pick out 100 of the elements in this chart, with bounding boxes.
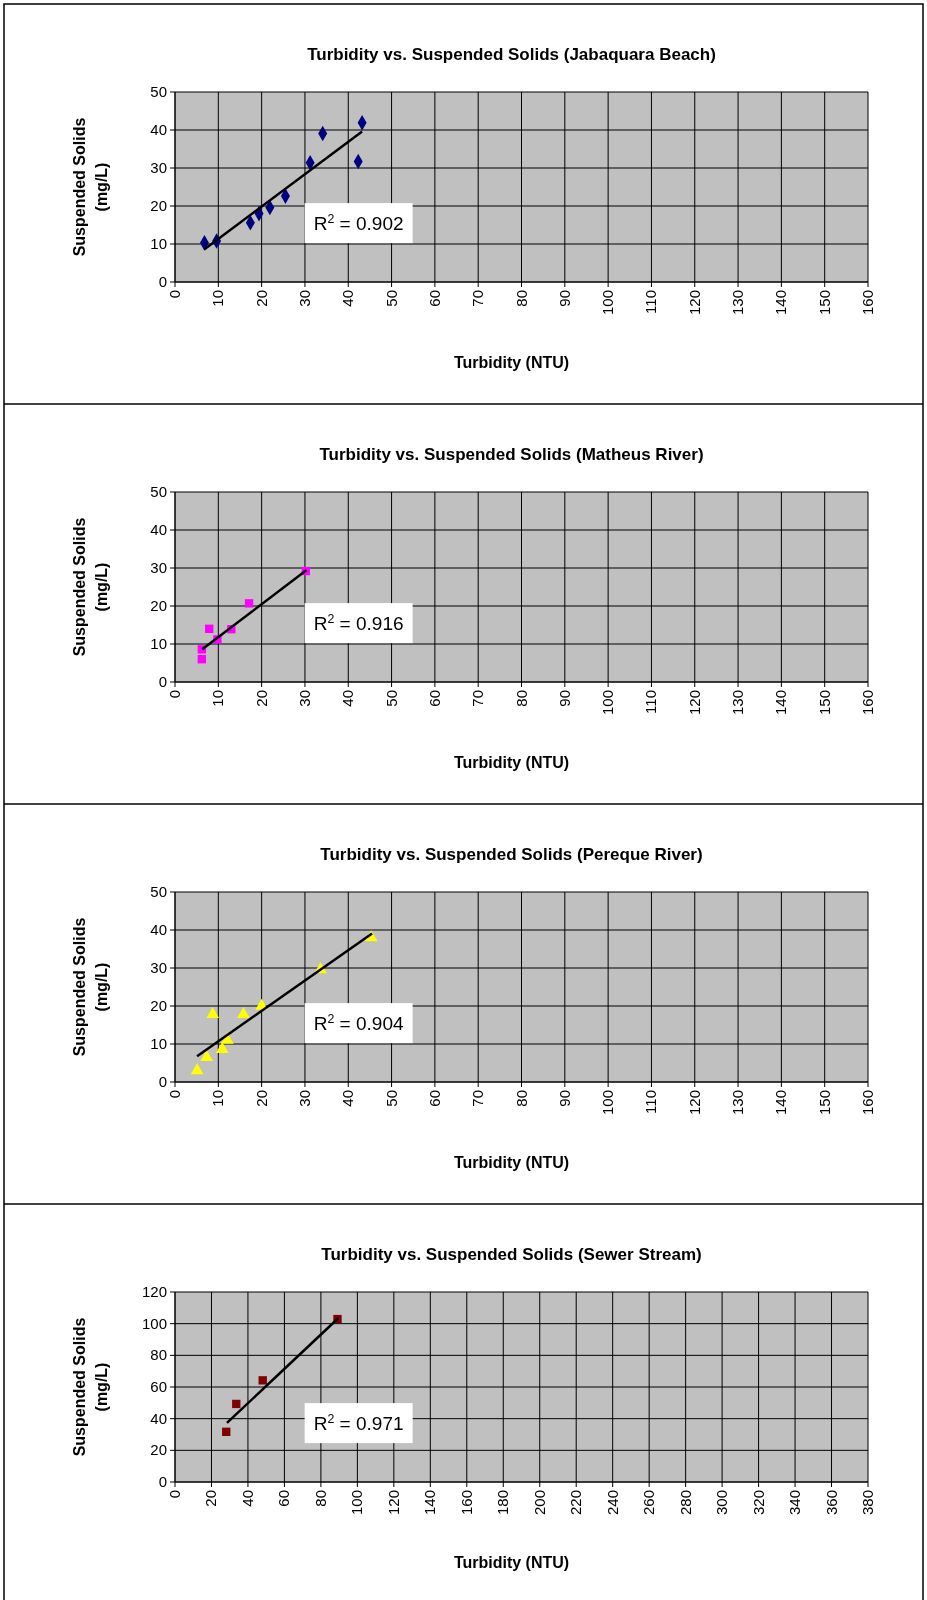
x-tick-label: 130 [729, 1090, 747, 1116]
x-tick-label: 100 [599, 290, 617, 316]
chart-title: Turbidity vs. Suspended Solids (Jabaquara Beach) [307, 45, 716, 64]
y-axis-title: Suspended Solids (mg/L) [71, 1317, 110, 1457]
x-tick-label: 130 [729, 690, 747, 716]
x-tick-label: 60 [425, 690, 443, 707]
x-tick-label: 200 [530, 1490, 548, 1516]
y-tick-label: 60 [150, 1378, 167, 1395]
y-tick-label: 0 [158, 1473, 167, 1490]
x-tick-label: 90 [555, 690, 573, 707]
y-tick-label: 40 [150, 121, 167, 138]
annotation: R$^{2}$ = 0.916 [313, 612, 404, 635]
point [215, 1041, 229, 1053]
y-tick-label: 0 [158, 273, 167, 290]
x-tick-label: 40 [339, 290, 357, 307]
x-tick-label: 100 [599, 1090, 617, 1116]
annotation: R$^{2}$ = 0.902 [313, 212, 404, 235]
x-tick-label: 320 [749, 1490, 767, 1516]
x-tick-label: 40 [238, 1490, 256, 1507]
x-tick-label: 40 [339, 1090, 357, 1107]
y-tick-label: 10 [150, 635, 167, 652]
x-tick-label: 260 [640, 1490, 658, 1516]
x-tick-label: 0 [166, 1490, 183, 1499]
point [258, 1376, 267, 1385]
x-tick-label: 30 [295, 690, 313, 707]
x-tick-label: 110 [642, 1090, 660, 1114]
x-tick-label: 50 [382, 290, 400, 307]
x-tick-label: 160 [859, 290, 876, 316]
x-tick-label: 20 [252, 290, 270, 307]
x-tick-label: 120 [685, 290, 703, 316]
x-tick-label: 150 [815, 690, 833, 716]
x-tick-label: 300 [713, 1490, 731, 1516]
x-tick-label: 0 [166, 1090, 183, 1099]
x-tick-label: 20 [202, 1490, 220, 1507]
x-tick-label: 80 [512, 690, 530, 707]
point [197, 655, 207, 664]
chart-title: Turbidity vs. Suspended Solids (Matheus River) [319, 445, 704, 464]
x-tick-label: 20 [252, 690, 270, 707]
x-tick-label: 80 [512, 290, 530, 307]
x-tick-label: 140 [772, 290, 790, 316]
x-tick-label: 160 [859, 690, 876, 716]
x-tick-label: 40 [339, 690, 357, 707]
x-tick-label: 160 [457, 1490, 475, 1516]
chart-title: Turbidity vs. Suspended Solids (Pereque River) [320, 845, 703, 864]
x-tick-label: 20 [252, 1090, 270, 1107]
x-tick-label: 90 [555, 1090, 573, 1107]
x-tick-label: 140 [772, 690, 790, 716]
point [237, 1007, 250, 1019]
x-tick-label: 280 [676, 1490, 694, 1516]
x-tick-label: 70 [469, 290, 487, 307]
x-tick-label: 360 [822, 1490, 840, 1516]
y-tick-label: 10 [150, 1035, 167, 1052]
x-tick-label: 150 [815, 290, 833, 316]
x-tick-label: 90 [555, 290, 573, 307]
x-tick-label: 110 [642, 690, 660, 714]
point [206, 1007, 220, 1019]
x-tick-label: 100 [348, 1490, 366, 1516]
x-tick-label: 180 [494, 1490, 512, 1516]
y-tick-label: 20 [150, 997, 167, 1014]
y-axis-title: Suspended Solids (mg/L) [71, 117, 110, 257]
x-tick-label: 70 [469, 690, 487, 707]
x-tick-label: 70 [469, 1090, 487, 1107]
x-tick-label: 60 [425, 1090, 443, 1107]
x-tick-label: 30 [295, 1090, 313, 1107]
x-tick-label: 50 [382, 690, 400, 707]
y-tick-label: 100 [141, 1314, 167, 1332]
y-axis-title: Suspended Solids (mg/L) [71, 917, 110, 1057]
x-tick-label: 240 [603, 1490, 621, 1516]
x-tick-label: 130 [729, 290, 747, 316]
x-tick-label: 80 [311, 1490, 329, 1507]
point [205, 624, 214, 633]
x-tick-label: 10 [209, 290, 227, 307]
annotation: R$^{2}$ = 0.971 [313, 1412, 404, 1435]
x-tick-label: 100 [599, 690, 617, 716]
y-tick-label: 50 [150, 483, 167, 500]
x-tick-label: 110 [642, 290, 660, 314]
x-tick-label: 0 [166, 290, 183, 299]
x-tick-label: 120 [384, 1490, 402, 1516]
point [190, 1063, 204, 1075]
x-tick-label: 10 [209, 1090, 227, 1107]
x-tick-label: 120 [685, 690, 703, 716]
y-tick-label: 20 [150, 1441, 167, 1459]
point [232, 1399, 241, 1409]
y-tick-label: 40 [150, 921, 167, 938]
y-tick-label: 80 [150, 1346, 167, 1364]
y-tick-label: 50 [150, 83, 167, 100]
x-tick-label: 140 [421, 1490, 439, 1516]
x-tick-label: 0 [166, 690, 183, 699]
x-axis-title: Turbidity (NTU) [453, 754, 570, 771]
y-tick-label: 20 [150, 597, 167, 614]
annotation: R$^{2}$ = 0.904 [313, 1012, 404, 1035]
y-tick-label: 40 [150, 521, 167, 538]
x-tick-label: 80 [512, 1090, 530, 1107]
y-axis-title: Suspended Solids (mg/L) [71, 517, 110, 657]
x-axis-title: Turbidity (NTU) [453, 1154, 570, 1171]
x-axis-title: Turbidity (NTU) [453, 354, 570, 371]
x-tick-label: 50 [382, 1090, 400, 1107]
y-tick-label: 0 [158, 1073, 167, 1090]
x-tick-label: 120 [685, 1090, 703, 1116]
y-tick-label: 20 [150, 197, 167, 214]
